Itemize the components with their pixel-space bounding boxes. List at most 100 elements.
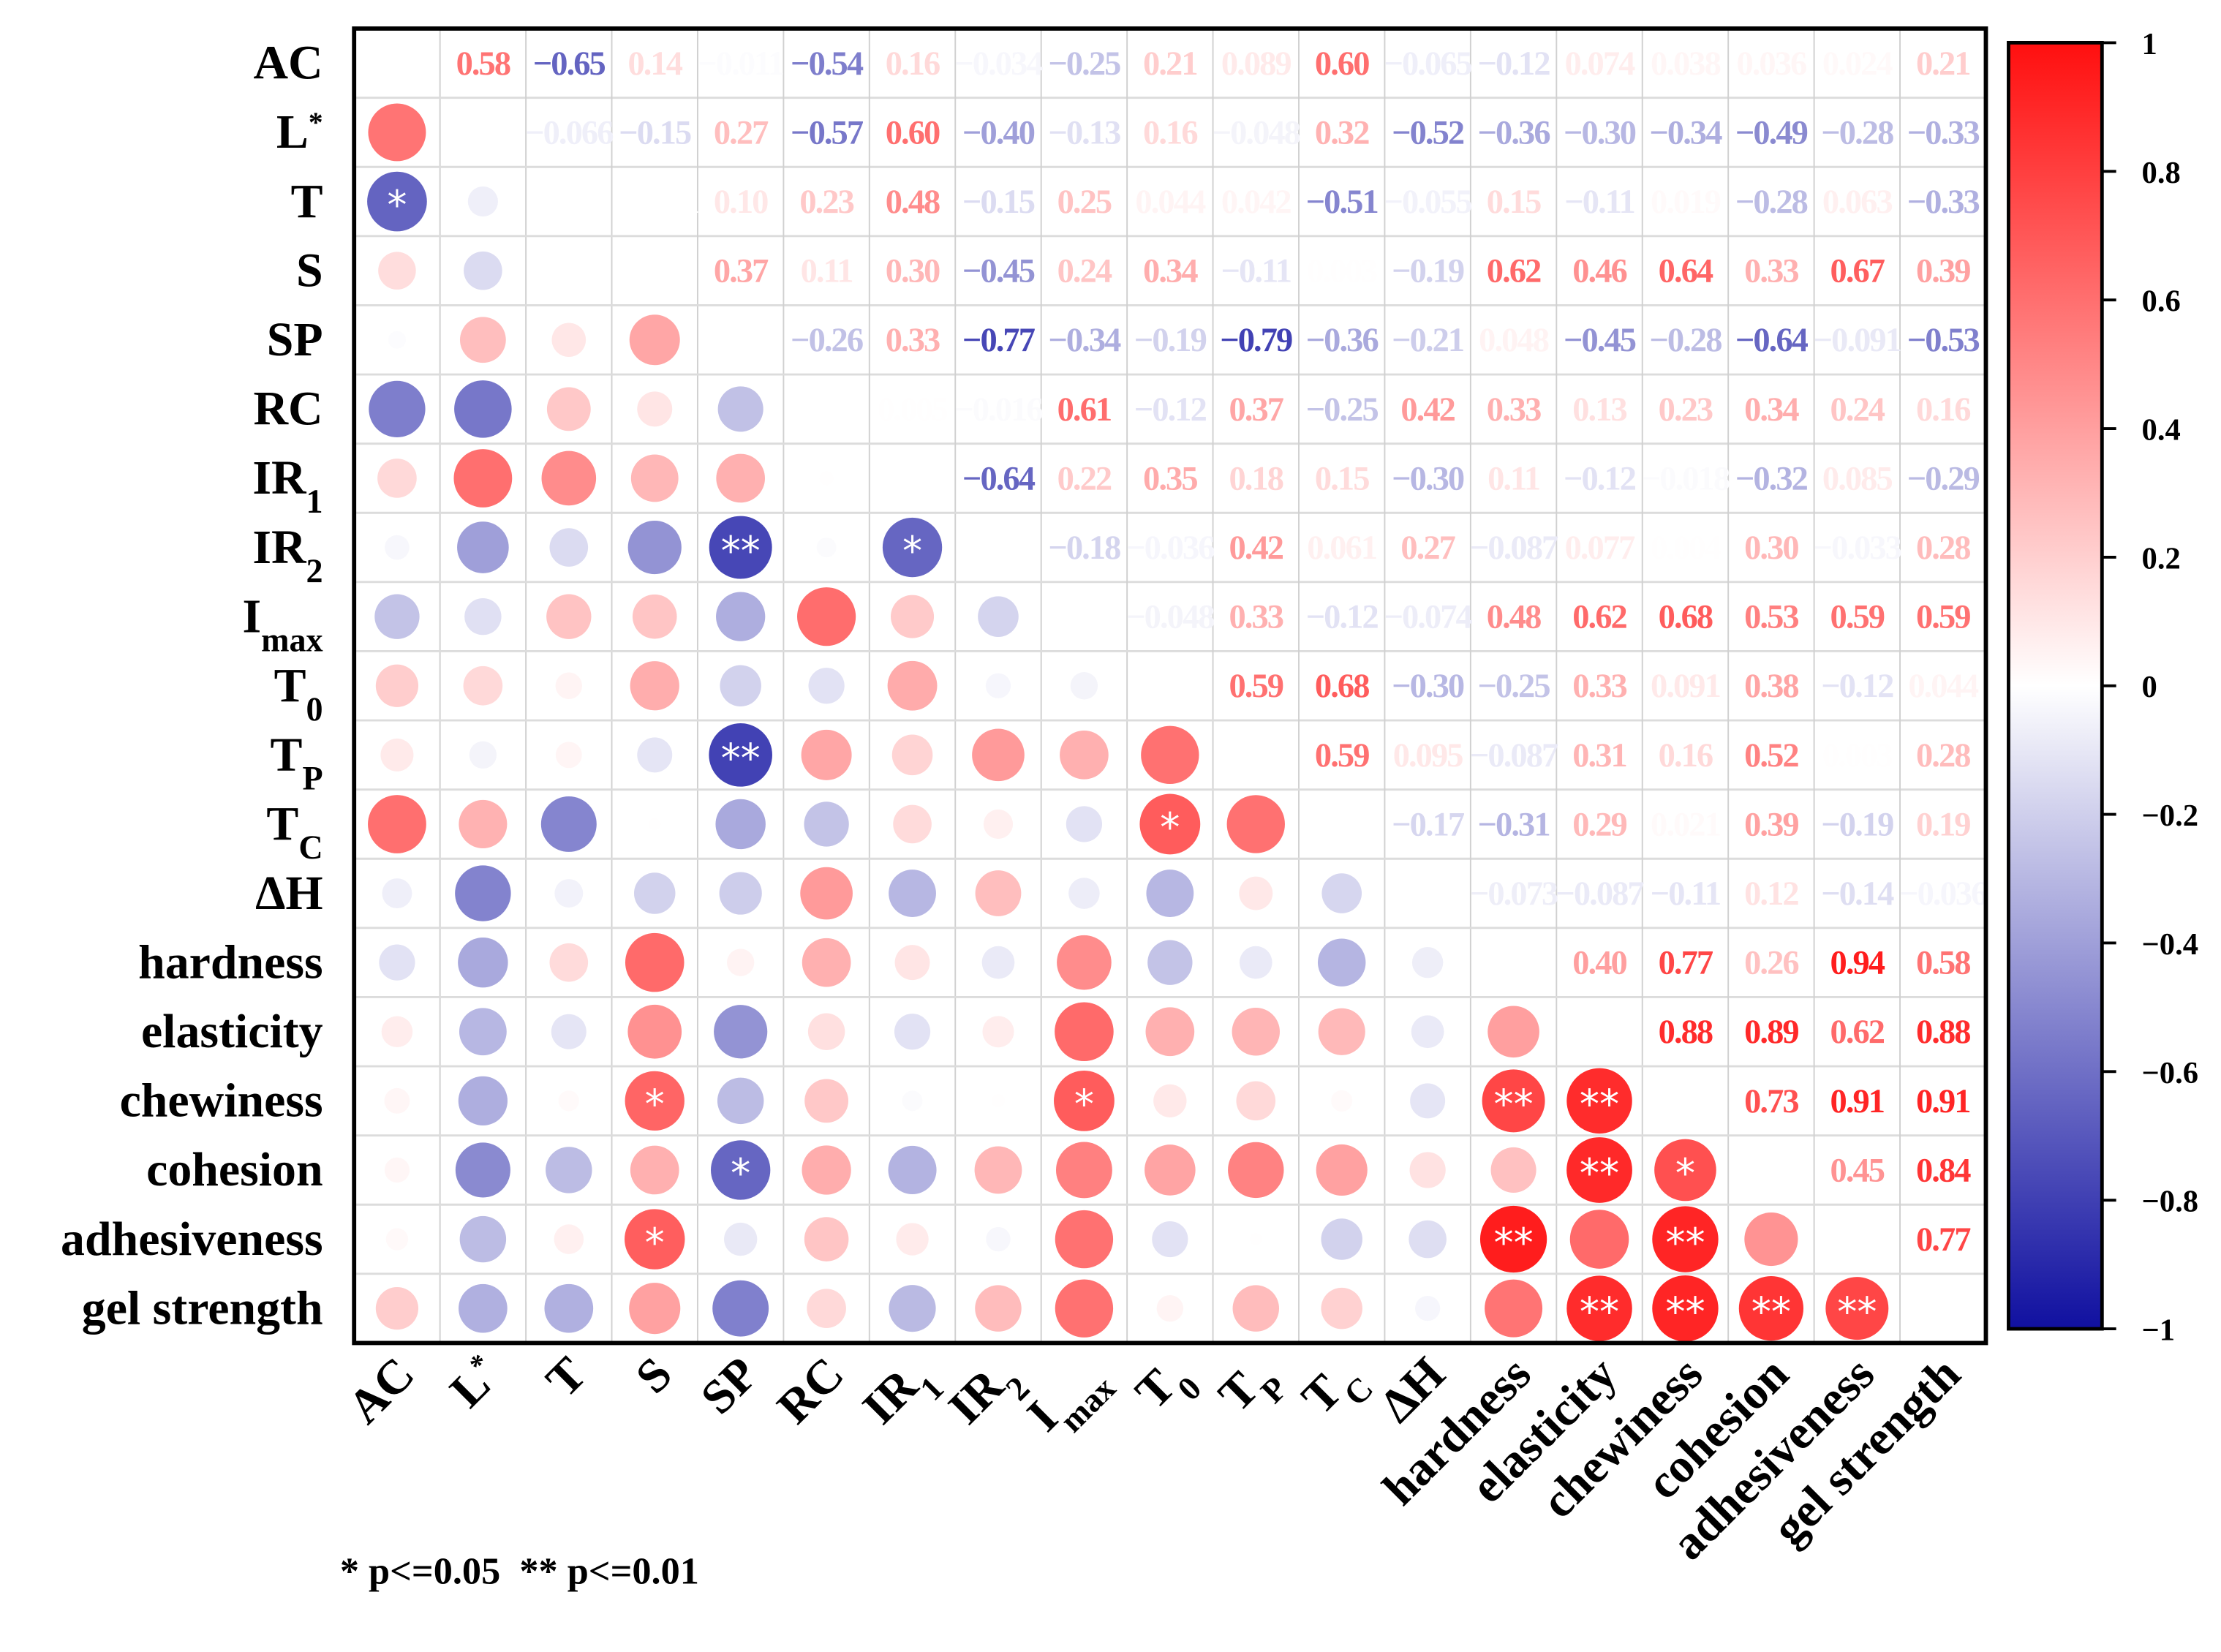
correlation-value-label: 0.048 <box>1479 322 1549 359</box>
correlation-value-label: 0.16 <box>1659 737 1713 774</box>
correlation-value-label: 0.89 <box>1744 1014 1798 1051</box>
variable-label-subscript: 2 <box>306 551 323 589</box>
variable-label: SP <box>267 313 323 366</box>
significance-star: ** <box>1580 1082 1619 1128</box>
correlation-circle <box>549 943 589 982</box>
variable-label-main: RC <box>253 382 323 436</box>
correlation-value-label: 0.42 <box>1400 391 1455 429</box>
correlation-circle <box>1060 731 1109 780</box>
correlation-value-label: 0.39 <box>1916 253 1970 290</box>
correlation-circle <box>800 867 853 920</box>
variable-label-main: T <box>1292 1364 1352 1425</box>
correlation-value-label: −0.011 <box>698 45 783 83</box>
correlation-value-label: 0.063 <box>1822 184 1893 221</box>
correlation-value-label: −0.091 <box>1814 322 1901 359</box>
correlation-value-label: −0.33 <box>1907 184 1980 221</box>
significance-star: * <box>731 1150 750 1196</box>
correlation-circle <box>808 668 845 704</box>
correlation-value-label: 0.91 <box>1916 1083 1970 1120</box>
correlation-value-label: 0.62 <box>1487 253 1541 290</box>
variable-label-main: IR <box>252 451 307 505</box>
correlation-circle <box>1232 1285 1280 1332</box>
correlation-value-label: 0.23 <box>799 184 853 221</box>
correlation-value-label: −0.40 <box>962 114 1035 151</box>
correlation-circle <box>375 1287 419 1330</box>
significance-star: ** <box>1751 1289 1791 1335</box>
correlation-value-label: −0.53 <box>1907 322 1980 359</box>
correlation-circle <box>807 1289 846 1328</box>
correlation-circle <box>464 251 502 290</box>
correlation-value-label: 0.48 <box>1487 599 1541 636</box>
correlation-value-label: 0.30 <box>1744 529 1798 567</box>
significance-star: ** <box>1580 1150 1619 1196</box>
correlation-value-label: −0.77 <box>962 322 1036 359</box>
correlation-value-label: 0.26 <box>1744 945 1798 982</box>
correlation-circle <box>1250 1233 1262 1245</box>
correlation-value-label: −0.51 <box>1306 184 1378 221</box>
correlation-value-label: −0.087 <box>1556 875 1644 913</box>
correlation-circle <box>625 932 685 992</box>
correlation-circle <box>554 879 584 908</box>
correlation-circle <box>709 516 772 579</box>
correlation-circle <box>1236 1081 1276 1121</box>
correlation-circle <box>1057 935 1112 990</box>
correlation-circle <box>1145 1144 1196 1196</box>
correlation-value-label: 0.005 <box>878 391 948 429</box>
correlation-circle <box>1152 1221 1188 1258</box>
correlation-circle <box>1139 793 1201 855</box>
variable-label-main: RC <box>767 1347 854 1434</box>
correlation-circle <box>1490 1147 1536 1193</box>
significance-footnote: * p<=0.05 ** p<=0.01 <box>340 1550 699 1593</box>
variable-label-main: T <box>291 175 323 228</box>
correlation-value-label: −0.30 <box>1392 668 1464 705</box>
correlation-value-label: 0.59 <box>1830 599 1885 636</box>
correlation-circle <box>558 1090 579 1112</box>
correlation-value-label: 0.14 <box>627 45 682 83</box>
correlation-value-label: 0.59 <box>1315 737 1369 774</box>
correlation-circle <box>1569 1210 1629 1269</box>
correlation-circle <box>902 1090 923 1112</box>
correlation-circle <box>1226 795 1285 853</box>
correlation-circle <box>637 737 673 773</box>
colorbar-tick-label: 0.6 <box>2142 284 2181 319</box>
correlation-value-label: 0.16 <box>886 45 940 83</box>
correlation-circle <box>983 809 1014 840</box>
correlation-value-label: 0.095 <box>1393 737 1463 774</box>
correlation-circle <box>974 1146 1022 1194</box>
correlation-value-label: −0.64 <box>1735 322 1809 359</box>
correlation-circle <box>374 594 420 639</box>
correlation-circle <box>975 1285 1022 1332</box>
correlation-circle <box>1566 1275 1632 1341</box>
correlation-circle <box>982 1016 1014 1048</box>
variable-label: RC <box>253 382 323 436</box>
variable-label: elasticity <box>141 1005 323 1058</box>
correlation-value-label: 0.019 <box>1651 184 1721 221</box>
correlation-value-label: 0.15 <box>1315 460 1369 497</box>
significance-star: * <box>1160 804 1180 850</box>
correlation-value-label: 0.18 <box>1229 460 1283 497</box>
correlation-circle <box>802 938 851 987</box>
variable-label: cohesion <box>146 1143 323 1196</box>
correlation-value-label: 0.004 <box>1651 529 1722 567</box>
correlation-circle <box>889 870 936 917</box>
significance-star: ** <box>721 528 761 574</box>
correlation-circle <box>1409 1152 1446 1188</box>
correlation-value-label: 0.091 <box>1651 668 1720 705</box>
colorbar-tick-label: −0.6 <box>2142 1056 2199 1090</box>
correlation-circle <box>1485 1279 1543 1338</box>
correlation-value-label: 0.35 <box>1143 460 1197 497</box>
correlation-value-label: −0.29 <box>1907 460 1980 497</box>
correlation-value-label: 0.28 <box>1916 529 1970 567</box>
correlation-value-label: −0.49 <box>1735 114 1808 151</box>
correlation-circle <box>1316 1144 1368 1196</box>
variable-label: Imax <box>1017 1347 1123 1452</box>
correlation-value-label: 0.044 <box>1908 668 1979 705</box>
correlation-circle <box>716 453 766 503</box>
variable-label: IR1 <box>252 451 323 520</box>
correlation-circle <box>1054 1070 1115 1131</box>
correlation-circle <box>554 1224 584 1254</box>
correlation-value-label: 0.021 <box>1651 806 1720 843</box>
grid-lines <box>354 29 1986 1343</box>
correlation-circle <box>1153 1084 1187 1118</box>
